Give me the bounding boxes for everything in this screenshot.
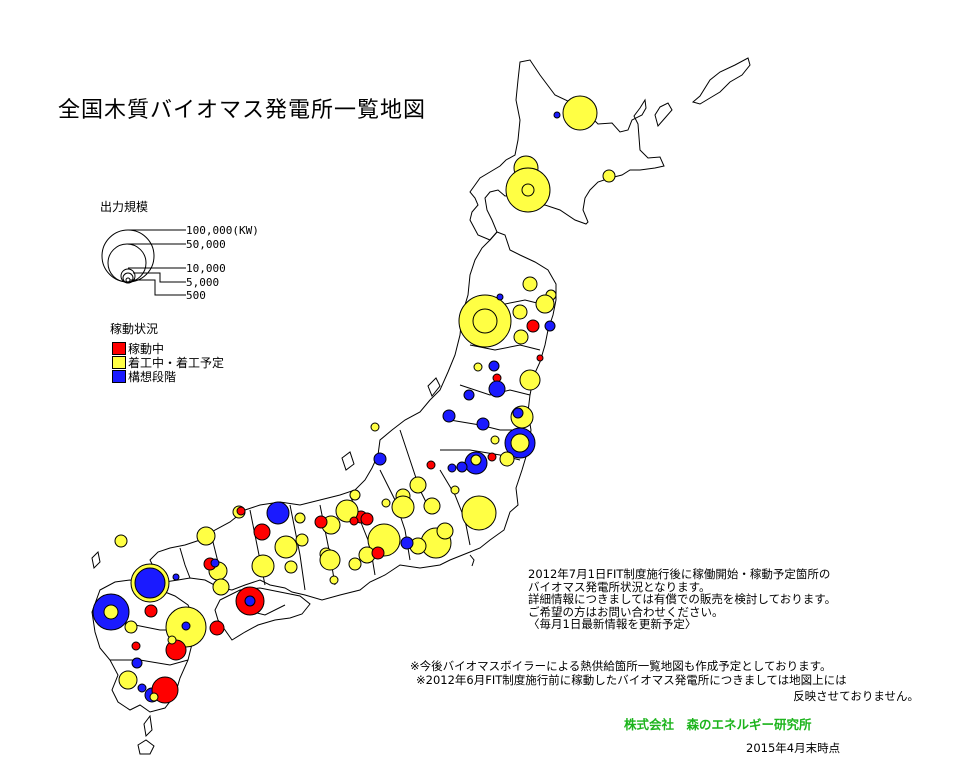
plant-marker	[349, 489, 361, 501]
plant-marker	[295, 533, 309, 547]
plant-marker	[370, 422, 380, 432]
plant-marker	[134, 567, 166, 599]
company-name: 株式会社 森のエネルギー研究所	[624, 717, 812, 732]
plant-marker	[103, 604, 119, 620]
plant-marker	[512, 304, 528, 320]
plant-marker	[209, 620, 225, 636]
plant-marker	[423, 497, 441, 515]
plant-marker	[521, 183, 535, 197]
plant-marker	[196, 526, 216, 546]
plant-marker	[519, 369, 541, 391]
plant-marker	[490, 435, 500, 445]
info-note: 2012年7月1日FIT制度施行後に稼働開始・稼動予定箇所の バイオマス発電所状…	[528, 567, 837, 631]
plant-marker	[371, 546, 385, 560]
plant-marker	[456, 461, 468, 473]
size-label-500: 500	[186, 289, 206, 302]
plant-marker	[349, 516, 359, 526]
plant-marker	[124, 620, 138, 634]
plant-marker	[335, 499, 359, 523]
plant-marker	[436, 522, 454, 540]
prefecture-outlines	[91, 57, 751, 755]
status-legend-title: 稼動状況	[110, 322, 159, 336]
plant-marker	[381, 498, 391, 508]
plant-marker	[510, 433, 530, 453]
as-of-date: 2015年4月末時点	[746, 741, 841, 755]
plant-marker	[210, 558, 220, 568]
plant-marker	[144, 604, 158, 618]
plant-marker	[472, 308, 498, 334]
plant-marker	[294, 512, 306, 524]
status-operating: 稼動中	[112, 341, 164, 356]
plant-marker	[499, 451, 515, 467]
red-swatch-icon	[112, 341, 126, 355]
size-label-50000: 50,000	[186, 238, 226, 251]
plant-marker	[118, 670, 138, 690]
plant-marker	[562, 95, 598, 131]
plant-marker	[488, 360, 500, 372]
plant-marker	[314, 515, 328, 529]
plant-marker	[461, 495, 497, 531]
plant-marker	[360, 512, 374, 526]
plant-marker	[251, 554, 275, 578]
plant-marker	[487, 452, 497, 462]
plant-marker	[131, 641, 141, 651]
plant-marker	[137, 683, 147, 693]
size-legend-circles	[101, 229, 186, 296]
plant-marker	[284, 560, 298, 574]
plant-marker	[476, 417, 490, 431]
footnote-pre-fit: ※2012年6月FIT制度施行前に稼動したバイオマス発電所につきましては地図上に…	[416, 673, 847, 687]
plant-marker	[348, 557, 362, 571]
plant-marker	[473, 362, 483, 372]
plant-marker	[212, 578, 230, 596]
plant-marker	[266, 501, 290, 525]
status-under-construction: 着工中・着工予定	[112, 355, 224, 370]
plant-marker	[391, 495, 415, 519]
plant-marker	[488, 380, 506, 398]
plant-marker	[442, 409, 456, 423]
plant-marker	[329, 575, 339, 585]
plant-marker	[463, 389, 475, 401]
plant-markers	[92, 95, 616, 704]
plant-marker	[522, 276, 538, 292]
footnote-heat-map: ※今後バイオマスボイラーによる熱供給箇所一覧地図も作成予定としております。	[410, 659, 832, 673]
plant-marker	[553, 111, 561, 119]
size-label-5000: 5,000	[186, 276, 220, 289]
plant-marker	[602, 169, 616, 183]
plant-marker	[236, 506, 246, 516]
plant-marker	[535, 294, 555, 314]
plant-marker	[496, 293, 504, 301]
plant-marker	[426, 460, 436, 470]
plant-marker	[172, 573, 180, 581]
plant-marker	[544, 320, 556, 332]
plant-marker	[470, 454, 482, 466]
status-planning: 構想段階	[112, 369, 176, 384]
plant-marker	[319, 549, 341, 571]
plant-marker	[400, 536, 414, 550]
plant-marker	[149, 692, 159, 702]
plant-marker	[253, 523, 271, 541]
size-label-10000: 10,000	[186, 262, 226, 275]
plant-marker	[114, 534, 128, 548]
footnote-pre-fit-cont: 反映させておりません。	[793, 689, 919, 703]
plant-marker	[512, 407, 524, 419]
plant-marker	[447, 463, 457, 473]
plant-marker	[536, 354, 544, 362]
plant-marker	[526, 319, 540, 333]
yellow-swatch-icon	[112, 355, 126, 369]
plant-marker	[244, 595, 256, 607]
page-title: 全国木質バイオマス発電所一覧地図	[58, 98, 427, 123]
plant-marker	[373, 452, 387, 466]
plant-marker	[274, 535, 298, 559]
size-legend-title: 出力規模	[100, 200, 149, 214]
plant-marker	[167, 635, 177, 645]
plant-marker	[131, 657, 143, 669]
plant-marker	[151, 676, 179, 704]
size-label-100000: 100,000(KW)	[186, 224, 259, 237]
plant-marker	[513, 329, 529, 345]
plant-marker	[181, 621, 191, 631]
plant-marker	[409, 476, 427, 494]
plant-marker	[450, 485, 460, 495]
blue-swatch-icon	[112, 369, 126, 383]
